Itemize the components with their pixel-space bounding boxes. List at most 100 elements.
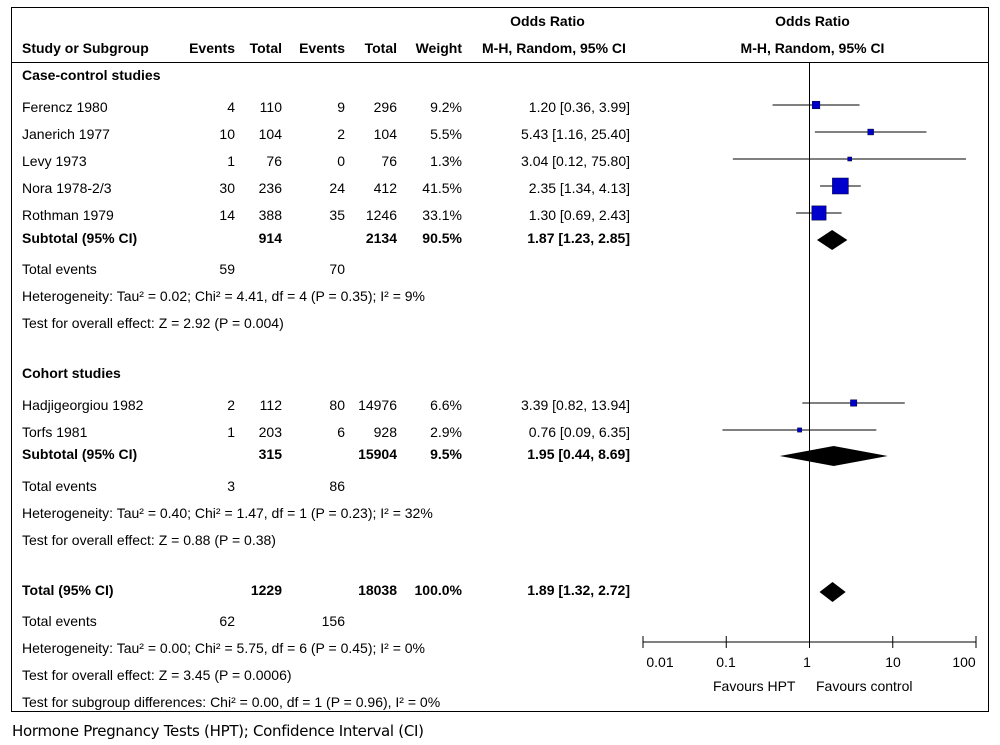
favours-control-label: Favours control (816, 678, 913, 694)
study-marker (812, 100, 821, 110)
total-hpt: 76 (266, 153, 282, 169)
total-control: 412 (373, 180, 397, 196)
events-hpt: 10 (219, 126, 235, 142)
total-events-hpt: 3 (227, 478, 235, 494)
total-hpt: 236 (258, 180, 282, 196)
x-tick-label: 0.1 (716, 654, 736, 670)
subtotal-total-control: 2134 (365, 230, 397, 246)
header-rule (11, 62, 988, 63)
study-name: Janerich 1977 (22, 126, 110, 142)
weight: 33.1% (422, 207, 462, 223)
total-events-control: 70 (329, 261, 345, 277)
study-marker (811, 205, 827, 221)
total-control: 296 (373, 99, 397, 115)
total-control: 928 (373, 424, 397, 440)
study-name: Nora 1978-2/3 (22, 180, 112, 196)
subgroup-difference-text: Test for subgroup differences: Chi² = 0.… (22, 694, 441, 710)
odds-ratio-ci: 1.30 [0.69, 2.43] (528, 207, 630, 223)
total-hpt: 112 (259, 397, 282, 413)
events-control: 6 (337, 424, 345, 440)
subtotal-total-hpt: 914 (258, 230, 282, 246)
group-title: Cohort studies (22, 365, 121, 381)
study-name: Hadjigeorgiou 1982 (22, 397, 144, 413)
subtotal-total-control: 15904 (358, 446, 397, 462)
pooled-diamond (779, 446, 888, 466)
favours-hpt-label: Favours HPT (713, 678, 796, 694)
total-control: 76 (381, 153, 397, 169)
events-control: 24 (329, 180, 345, 196)
x-tick-label: 0.01 (646, 654, 674, 670)
study-name: Rothman 1979 (22, 207, 114, 223)
events-control: 2 (337, 126, 345, 142)
total-label: Total (95% CI) (22, 582, 114, 598)
weight: 2.9% (430, 424, 462, 440)
subtotal-label: Subtotal (95% CI) (22, 446, 138, 462)
odds-ratio-ci: 5.43 [1.16, 25.40] (521, 126, 630, 142)
total-events-label: Total events (22, 478, 97, 494)
study-marker (797, 427, 802, 433)
group-title: Case-control studies (22, 67, 161, 83)
total-total-hpt: 1229 (250, 582, 282, 598)
overall-effect-text: Test for overall effect: Z = 3.45 (P = 0… (22, 667, 292, 683)
events-control: 0 (337, 153, 345, 169)
weight: 6.6% (430, 397, 462, 413)
or-group-header-right: Odds Ratio (775, 13, 850, 29)
total-events-hpt: 59 (219, 261, 235, 277)
odds-ratio-ci: 0.76 [0.09, 6.35] (528, 424, 630, 440)
weight: 5.5% (430, 126, 462, 142)
col-header-total-hpt: Total (249, 40, 282, 56)
total-events-label: Total events (22, 261, 97, 277)
heterogeneity-text: Heterogeneity: Tau² = 0.02; Chi² = 4.41,… (22, 288, 425, 304)
odds-ratio-ci: 2.35 [1.34, 4.13] (528, 180, 630, 196)
col-header-ci-right: M-H, Random, 95% CI (740, 40, 885, 56)
study-marker (832, 177, 849, 195)
events-hpt: 30 (219, 180, 235, 196)
total-hpt: 104 (258, 126, 282, 142)
total-control: 14976 (358, 397, 397, 413)
overall-effect-text: Test for overall effect: Z = 2.92 (P = 0… (22, 315, 284, 331)
total-events-hpt: 62 (219, 613, 235, 629)
total-hpt: 203 (258, 424, 282, 440)
total-weight: 100.0% (414, 582, 462, 598)
study-name: Torfs 1981 (22, 424, 88, 440)
or-group-header-left: Odds Ratio (510, 13, 585, 29)
total-control: 104 (373, 126, 397, 142)
total-events-control: 86 (329, 478, 345, 494)
subtotal-ci: 1.95 [0.44, 8.69] (527, 446, 630, 462)
heterogeneity-text: Heterogeneity: Tau² = 0.40; Chi² = 1.47,… (22, 505, 433, 521)
weight: 1.3% (430, 153, 462, 169)
events-hpt: 4 (227, 99, 235, 115)
total-events-label: Total events (22, 613, 97, 629)
study-marker (847, 156, 852, 162)
study-name: Levy 1973 (22, 153, 87, 169)
total-control: 1246 (365, 207, 397, 223)
col-header-total-control: Total (364, 40, 397, 56)
total-hpt: 388 (258, 207, 282, 223)
col-header-weight: Weight (415, 40, 462, 56)
weight: 9.2% (430, 99, 462, 115)
subtotal-ci: 1.87 [1.23, 2.85] (527, 230, 630, 246)
events-hpt: 1 (227, 424, 235, 440)
events-hpt: 2 (227, 397, 235, 413)
x-tick-label: 1 (803, 654, 811, 670)
heterogeneity-text: Heterogeneity: Tau² = 0.00; Chi² = 5.75,… (22, 640, 425, 656)
events-control: 80 (329, 397, 345, 413)
odds-ratio-ci: 3.39 [0.82, 13.94] (521, 397, 630, 413)
odds-ratio-ci: 3.04 [0.12, 75.80] (521, 153, 630, 169)
subtotal-weight: 90.5% (422, 230, 462, 246)
subtotal-total-hpt: 315 (258, 446, 282, 462)
total-events-control: 156 (321, 613, 345, 629)
forest-plot-frame (11, 7, 989, 712)
subtotal-label: Subtotal (95% CI) (22, 230, 138, 246)
study-marker (850, 399, 858, 407)
study-marker (867, 128, 874, 136)
study-name: Ferencz 1980 (22, 99, 108, 115)
col-header-events-hpt: Events (189, 40, 235, 56)
events-hpt: 14 (219, 207, 235, 223)
col-header-study: Study or Subgroup (22, 40, 149, 56)
events-control: 35 (329, 207, 345, 223)
pooled-diamond (819, 582, 846, 602)
total-ci: 1.89 [1.32, 2.72] (527, 582, 630, 598)
col-header-ci-left: M-H, Random, 95% CI (482, 40, 626, 56)
